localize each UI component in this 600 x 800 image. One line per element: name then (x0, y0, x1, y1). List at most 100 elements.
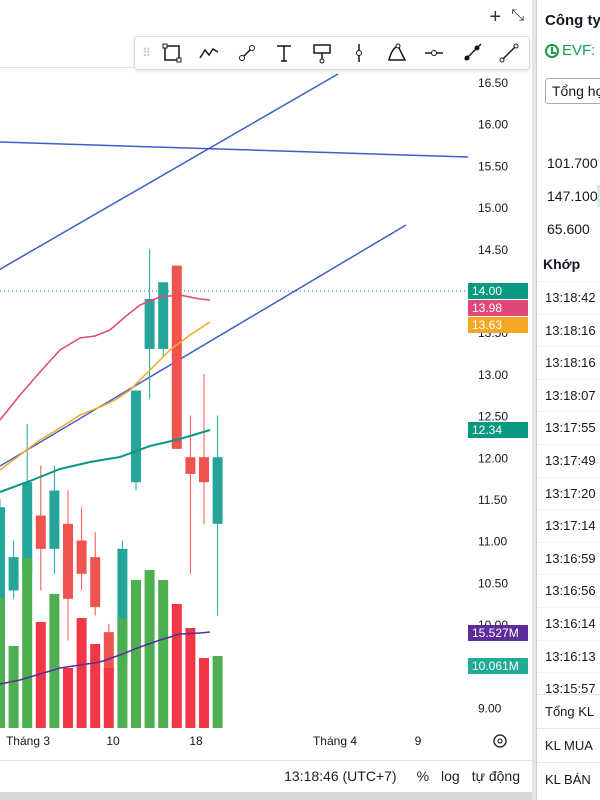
horizontal-ray-tool[interactable] (416, 38, 454, 68)
trade-row: 13:16:14 (537, 607, 600, 639)
candle-body (131, 390, 141, 483)
ma-slow-line (0, 429, 211, 493)
trade-row: 13:18:16 (537, 346, 600, 378)
candle-body (8, 557, 19, 591)
window-controls: + ⤡ (490, 6, 525, 29)
summary-row: KL BÁN (537, 762, 600, 796)
line-tool[interactable] (491, 38, 529, 68)
volume-bar (144, 570, 155, 728)
collapse-icon[interactable]: ⤡ (511, 7, 524, 24)
ma-fast-tag: 13.98 (468, 300, 528, 316)
trade-row: 13:16:59 (537, 541, 600, 574)
price-tick-label: 15.00 (478, 201, 508, 215)
trade-row: 13:18:07 (537, 378, 600, 411)
horizontal-trendline (0, 141, 469, 158)
price-tick-label: 9.00 (478, 702, 502, 716)
volume-bar (199, 658, 209, 728)
volume-bar (171, 604, 182, 728)
volume-tag: 10.061M (468, 658, 528, 674)
rectangle-tool[interactable] (153, 38, 191, 68)
auto-scale-button[interactable]: tự động (471, 767, 520, 784)
volume-bar (63, 668, 73, 728)
gear-icon[interactable] (493, 734, 507, 748)
ma-mid-line (0, 321, 211, 471)
price-row: 101.700 (547, 155, 598, 171)
candle-body (22, 482, 33, 574)
volume-ma-line (0, 631, 211, 685)
candle-body (185, 457, 196, 474)
clock-icon (545, 43, 559, 58)
time-axis-label: 9 (415, 734, 422, 748)
volume-bar (49, 594, 60, 728)
channel-upper-trendline (0, 73, 339, 271)
ray-tool[interactable] (453, 38, 491, 68)
clock-readout: 13:18:46 (UTC+7) (284, 767, 397, 784)
price-tick-label: 12.00 (478, 451, 508, 465)
trade-row: 13:17:14 (537, 509, 600, 541)
path-tool[interactable] (191, 38, 229, 68)
trade-row: 13:16:13 (537, 639, 600, 672)
drawing-toolbar: ⠿ (134, 36, 530, 70)
ma-mid-tag: 13.63 (468, 317, 528, 333)
price-tick-label: 10.50 (478, 576, 508, 590)
price-row: 65.600 (547, 221, 590, 237)
stock-info-panel: Công ty EVF: Tổng hợ 101.700 147.100 65.… (536, 0, 600, 800)
volume-bar (0, 598, 5, 728)
time-axis-label: Tháng 3 (6, 734, 50, 748)
callout-tool[interactable] (303, 38, 341, 68)
brush-tool[interactable] (378, 38, 416, 68)
price-tick-label: 11.00 (478, 535, 507, 549)
vertical-line-tool[interactable] (341, 38, 379, 68)
volume-bar (76, 618, 87, 728)
chart-panel[interactable]: 16.5016.0015.5015.0014.5014.0013.5013.00… (0, 0, 532, 800)
price-tick-label: 11.50 (478, 493, 507, 507)
candle-body (212, 457, 223, 524)
time-axis-label: Tháng 4 (313, 734, 357, 748)
horizontal-scrollbar[interactable] (0, 792, 532, 800)
trade-row: 13:18:16 (537, 313, 600, 346)
candle-body (199, 457, 209, 483)
chart-canvas[interactable]: 16.5016.0015.5015.0014.5014.0013.5013.00… (0, 0, 532, 760)
price-row: 147.100 (537, 181, 600, 211)
plus-icon[interactable]: + (489, 6, 502, 28)
chart-header-strip (0, 32, 134, 68)
volume-bar (90, 644, 101, 728)
candle-body (0, 507, 5, 641)
price-tick-label: 16.00 (478, 118, 508, 132)
summary-select[interactable]: Tổng hợ (545, 78, 600, 104)
summary-row: KL MUA (537, 728, 600, 762)
summary-row: Tổng KL (537, 694, 600, 728)
volume-bar (22, 558, 33, 728)
candle-body (171, 265, 182, 449)
candle-body (158, 282, 169, 349)
log-button[interactable]: log (441, 767, 460, 784)
ma-slow-tag: 12.34 (468, 422, 528, 438)
volume-bar (185, 628, 196, 728)
last-price-tag: 14.00 (468, 283, 528, 299)
company-name: Công ty (545, 12, 600, 29)
channel-lower-trendline (0, 224, 407, 467)
price-tick-label: 15.50 (478, 159, 508, 173)
candle-body (76, 540, 87, 574)
trade-row: 13:17:20 (537, 476, 600, 509)
volume-bar (158, 580, 169, 728)
text-tool[interactable] (266, 38, 304, 68)
trade-row: 13:15:57 (537, 672, 600, 704)
trendline-tool[interactable] (228, 38, 266, 68)
volume-bar (117, 618, 128, 728)
drag-handle-icon[interactable]: ⠿ (142, 46, 151, 60)
trade-row: 13:16:56 (537, 574, 600, 606)
price-tick-label: 14.50 (478, 243, 508, 257)
volume-bar (103, 668, 114, 728)
candle-body (144, 298, 155, 349)
trade-row: 13:18:42 (537, 281, 600, 313)
trade-row: 13:17:55 (537, 411, 600, 443)
candle-body (117, 548, 128, 666)
ticker-label[interactable]: EVF: (545, 42, 595, 59)
match-section-title: Khớp (543, 256, 581, 272)
price-tick-label: 13.00 (478, 368, 508, 382)
percent-button[interactable]: % (416, 767, 430, 784)
volume-bar (212, 656, 223, 728)
volume-bar (35, 622, 46, 728)
volume-bar (131, 580, 141, 728)
